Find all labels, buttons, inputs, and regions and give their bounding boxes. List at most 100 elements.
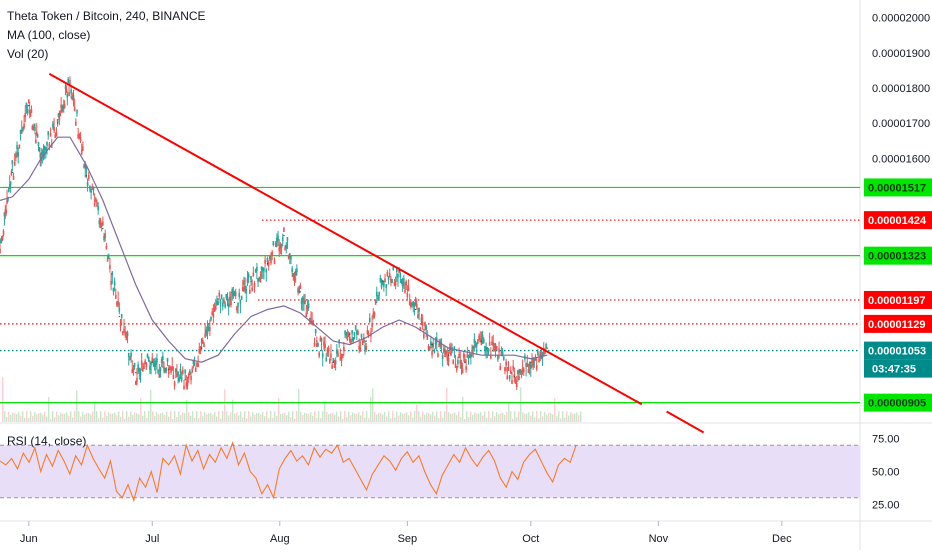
- candle-body: [103, 235, 105, 240]
- candle-body: [344, 330, 346, 335]
- candle-body: [298, 289, 301, 294]
- candle-body: [341, 353, 344, 358]
- volume-bar: [418, 411, 420, 422]
- candle-body: [499, 366, 502, 371]
- candle-body: [52, 123, 54, 128]
- candle-body: [472, 345, 475, 350]
- volume-bar: [264, 416, 266, 422]
- candle-body: [535, 365, 538, 370]
- candle-body: [525, 362, 527, 367]
- candle-body: [54, 134, 57, 139]
- candle-body: [173, 381, 176, 386]
- volume-bar: [150, 389, 152, 422]
- volume-bar: [230, 412, 232, 422]
- candle-body: [264, 259, 266, 264]
- candle-body: [251, 287, 253, 292]
- candle-body: [80, 150, 83, 155]
- volume-bar: [490, 418, 492, 422]
- candle-body: [190, 376, 192, 381]
- volume-bar: [300, 411, 302, 422]
- candle-body: [384, 278, 386, 283]
- volume-bar: [538, 418, 540, 422]
- price-point: [217, 298, 219, 300]
- volume-bar: [492, 411, 494, 422]
- candle-body: [490, 354, 492, 359]
- volume-bar: [348, 411, 350, 422]
- volume-bar: [518, 411, 520, 422]
- candle-body: [247, 273, 250, 278]
- volume-bar: [238, 415, 240, 422]
- volume-bar: [172, 418, 174, 422]
- candle-body: [286, 237, 289, 242]
- price-point: [184, 379, 186, 381]
- candle-body: [493, 347, 496, 352]
- candle-body: [104, 234, 107, 239]
- candle-body: [152, 361, 155, 366]
- candle-body: [184, 369, 186, 374]
- price-point: [546, 347, 548, 349]
- candle-body: [37, 141, 40, 146]
- candle-body: [4, 209, 7, 214]
- candle-body: [126, 332, 129, 337]
- volume-bar: [198, 418, 200, 422]
- volume-bar: [336, 411, 338, 422]
- volume-bar: [246, 418, 248, 422]
- candle-body: [333, 364, 336, 369]
- candle-body: [60, 104, 62, 109]
- candle-body: [3, 212, 6, 217]
- volume-bar: [298, 388, 300, 422]
- candle-body: [125, 336, 128, 341]
- candle-body: [447, 357, 450, 362]
- volume-bar: [370, 397, 372, 422]
- candle-body: [285, 244, 288, 249]
- candle-body: [239, 299, 242, 304]
- trendline: [48, 72, 643, 406]
- candle-body: [511, 380, 513, 385]
- candle-body: [12, 175, 15, 180]
- volume-bar: [382, 414, 384, 422]
- volume-bar: [218, 411, 220, 422]
- candle-body: [156, 358, 158, 363]
- candle-body: [391, 278, 393, 283]
- candle-body: [61, 108, 63, 113]
- volume-bar: [232, 399, 234, 422]
- candle-body: [526, 363, 529, 368]
- candle-body: [388, 273, 391, 278]
- candle-body: [112, 287, 115, 292]
- candle-body: [287, 254, 290, 259]
- candle-body: [167, 370, 170, 375]
- candle-body: [545, 344, 547, 349]
- candle-body: [272, 241, 275, 246]
- volume-bar: [158, 414, 160, 422]
- volume-bar: [226, 411, 228, 422]
- candle-body: [339, 356, 342, 361]
- candle-body: [360, 333, 363, 338]
- candle-body: [20, 129, 23, 134]
- candle-body: [267, 261, 270, 266]
- candle-body: [66, 93, 69, 98]
- candle-body: [380, 283, 383, 288]
- candle-body: [485, 346, 487, 351]
- candle-body: [91, 185, 94, 190]
- level-badge-text: 0.00001323: [868, 251, 926, 263]
- volume-bar: [66, 412, 68, 422]
- volume-bar: [386, 416, 388, 422]
- candle-body: [266, 258, 269, 263]
- candle-body: [413, 302, 416, 307]
- candle-body: [129, 356, 131, 361]
- volume-bar: [102, 417, 104, 422]
- candle-body: [211, 311, 214, 316]
- candle-body: [464, 359, 466, 364]
- candle-body: [278, 247, 281, 252]
- volume-bar: [536, 411, 538, 422]
- ma-legend: MA (100, close): [7, 28, 91, 42]
- candle-body: [533, 358, 536, 363]
- volume-bar: [288, 411, 290, 422]
- candle-body: [110, 280, 112, 285]
- volume-bar: [352, 412, 354, 422]
- volume-bar: [338, 416, 340, 422]
- candle-body: [337, 352, 339, 357]
- volume-bar: [556, 416, 558, 422]
- candle-body: [209, 326, 211, 331]
- candle-body: [84, 163, 87, 168]
